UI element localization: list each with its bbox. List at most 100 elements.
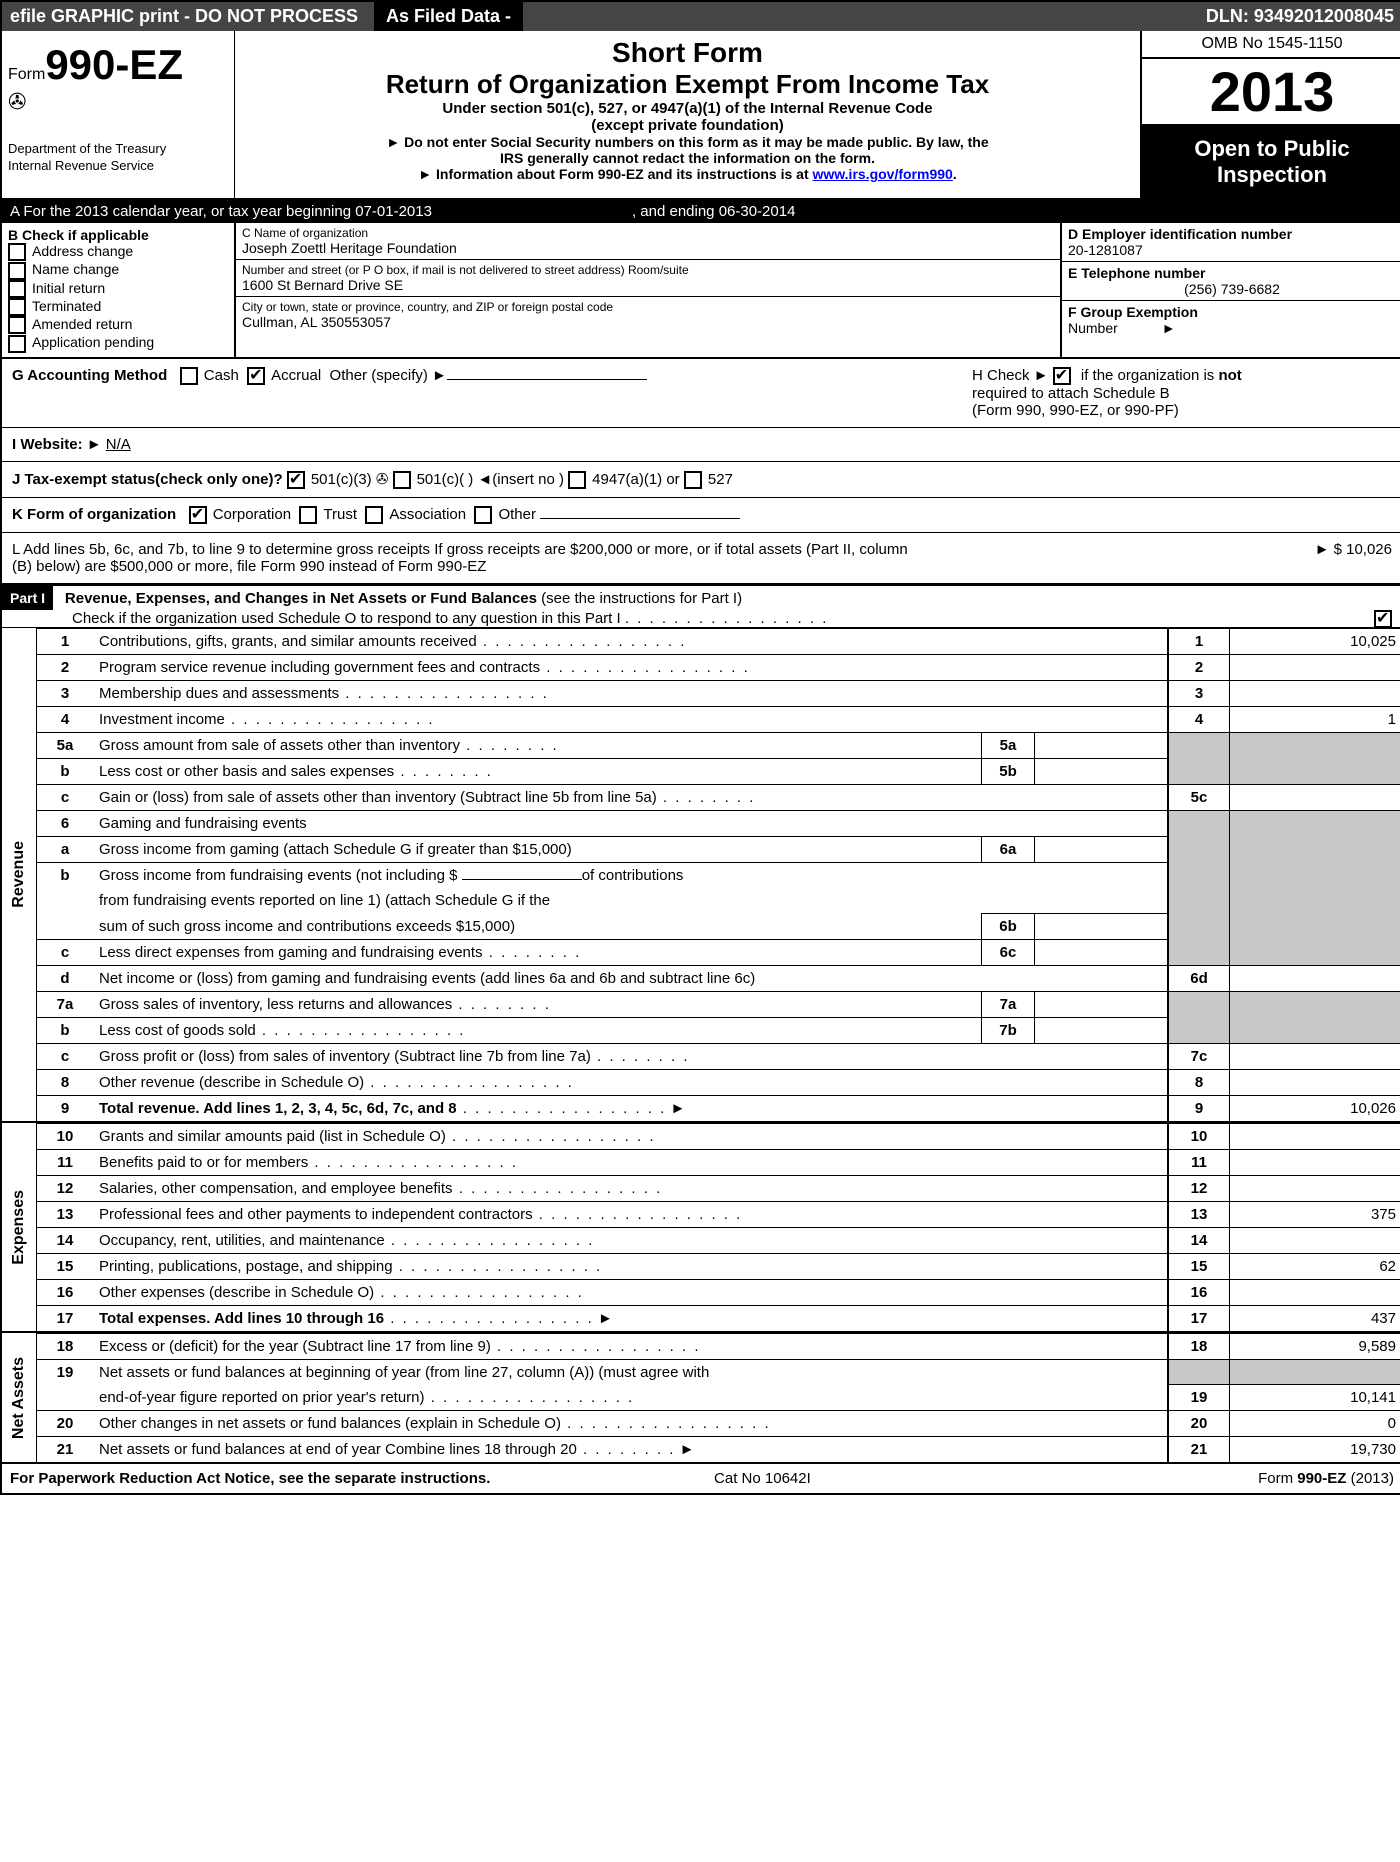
j-c: 4947(a)(1) or <box>592 471 680 488</box>
line-a: A For the 2013 calendar year, or tax yea… <box>2 200 1400 223</box>
j-label: J Tax-exempt status(check only one)? <box>12 471 283 488</box>
chk-amended[interactable] <box>8 316 26 334</box>
chk-assoc[interactable] <box>365 506 383 524</box>
c-city-label: City or town, state or province, country… <box>242 300 1054 314</box>
l6-text: Gaming and fundraising events <box>93 810 1168 836</box>
l18-val: 9,589 <box>1230 1333 1400 1359</box>
j-d: 527 <box>708 471 733 488</box>
l1-text: Contributions, gifts, grants, and simila… <box>99 633 477 650</box>
open1: Open to Public <box>1146 136 1398 162</box>
l2-val <box>1230 654 1400 680</box>
footer-right: Form 990-EZ (2013) <box>1258 1470 1394 1487</box>
f-label: F Group Exemption <box>1068 304 1198 320</box>
open2: Inspection <box>1146 162 1398 188</box>
l6b2: from fundraising events reported on line… <box>93 888 1168 914</box>
chk-501c[interactable] <box>393 471 411 489</box>
l17-val: 437 <box>1230 1305 1400 1331</box>
j-a: 501(c)(3) <box>311 471 372 488</box>
h1b: if the organization is <box>1081 367 1219 384</box>
ein: 20-1281087 <box>1068 242 1396 258</box>
l9-val: 10,026 <box>1230 1095 1400 1121</box>
l19a-text: Net assets or fund balances at beginning… <box>93 1359 1168 1385</box>
l3-val <box>1230 680 1400 706</box>
l13-val: 375 <box>1230 1201 1400 1227</box>
l7a-text: Gross sales of inventory, less returns a… <box>99 996 452 1013</box>
form-subtitle1: Under section 501(c), 527, or 4947(a)(1)… <box>243 100 1132 117</box>
chk-4947[interactable] <box>568 471 586 489</box>
efile-notice: efile GRAPHIC print - DO NOT PROCESS <box>2 2 366 31</box>
f-arrow: ► <box>1162 320 1176 336</box>
l8-text: Other revenue (describe in Schedule O) <box>99 1074 364 1091</box>
k-label: K Form of organization <box>12 506 176 523</box>
l6d-text: Net income or (loss) from gaming and fun… <box>93 965 1168 991</box>
chk-trust[interactable] <box>299 506 317 524</box>
l7b-text: Less cost of goods sold <box>99 1022 256 1039</box>
form-subtitle2: (except private foundation) <box>243 117 1132 134</box>
k-c: Association <box>389 506 466 523</box>
ssn-warning2: IRS generally cannot redact the informat… <box>243 150 1132 166</box>
b-name: Name change <box>32 261 119 277</box>
part1-sub: (see the instructions for Part I) <box>541 590 742 607</box>
l8-val <box>1230 1069 1400 1095</box>
k-a: Corporation <box>213 506 291 523</box>
chk-pending[interactable] <box>8 335 26 353</box>
l5c-text: Gain or (loss) from sale of assets other… <box>99 789 657 806</box>
chk-accrual[interactable] <box>247 367 265 385</box>
l11-val <box>1230 1149 1400 1175</box>
l20-text: Other changes in net assets or fund bala… <box>99 1415 561 1432</box>
irs: Internal Revenue Service <box>8 158 228 175</box>
chk-h[interactable] <box>1053 367 1071 385</box>
chk-address[interactable] <box>8 243 26 261</box>
chk-corp[interactable] <box>189 506 207 524</box>
chk-other[interactable] <box>474 506 492 524</box>
l5a-text: Gross amount from sale of assets other t… <box>99 737 460 754</box>
chk-sched-o[interactable] <box>1374 610 1392 628</box>
d-label: D Employer identification number <box>1068 226 1396 242</box>
irs-link[interactable]: www.irs.gov/form990 <box>813 166 953 182</box>
chk-501c3[interactable] <box>287 471 305 489</box>
short-form: Short Form <box>243 37 1132 69</box>
form-prefix: Form <box>8 66 45 83</box>
chk-name[interactable] <box>8 262 26 280</box>
h2: required to attach Schedule B <box>972 385 1170 402</box>
open-public: Open to Public Inspection <box>1142 126 1400 198</box>
l6b1b: of contributions <box>582 867 684 884</box>
l16-val <box>1230 1279 1400 1305</box>
chk-term[interactable] <box>8 298 26 316</box>
l4-val: 1 <box>1230 706 1400 732</box>
l2-text: Program service revenue including govern… <box>99 659 540 676</box>
b-pend: Application pending <box>32 334 154 350</box>
phone: (256) 739-6682 <box>1068 281 1396 297</box>
c-street-label: Number and street (or P O box, if mail i… <box>242 263 1054 277</box>
h3: (Form 990, 990-EZ, or 990-PF) <box>972 402 1179 419</box>
f-label2: Number <box>1068 320 1118 336</box>
l12-text: Salaries, other compensation, and employ… <box>99 1180 453 1197</box>
c-name-label: C Name of organization <box>242 226 1054 240</box>
l6b3: sum of such gross income and contributio… <box>93 913 982 939</box>
form-number: Form990-EZ <box>8 41 228 89</box>
l6d-val <box>1230 965 1400 991</box>
l16-text: Other expenses (describe in Schedule O) <box>99 1284 374 1301</box>
cat-no: Cat No 10642I <box>714 1470 811 1487</box>
section-c: C Name of organization Joseph Zoettl Her… <box>236 223 1060 357</box>
l-text2: (B) below) are $500,000 or more, file Fo… <box>12 558 486 575</box>
l12-val <box>1230 1175 1400 1201</box>
line-a-begin: A For the 2013 calendar year, or tax yea… <box>10 203 432 220</box>
l14-text: Occupancy, rent, utilities, and maintena… <box>99 1232 385 1249</box>
l-text: L Add lines 5b, 6c, and 7b, to line 9 to… <box>12 541 908 558</box>
as-filed: As Filed Data - <box>374 2 523 31</box>
l7c-val <box>1230 1043 1400 1069</box>
l9-text: Total revenue. Add lines 1, 2, 3, 4, 5c,… <box>99 1100 457 1117</box>
org-city: Cullman, AL 350553057 <box>242 314 1054 330</box>
l4-text: Investment income <box>99 711 225 728</box>
part1-title: Revenue, Expenses, and Changes in Net As… <box>65 590 537 607</box>
gross-receipts: ► $ 10,026 <box>1315 541 1392 575</box>
chk-initial[interactable] <box>8 280 26 298</box>
chk-cash[interactable] <box>180 367 198 385</box>
chk-527[interactable] <box>684 471 702 489</box>
e-label: E Telephone number <box>1068 265 1396 281</box>
side-revenue: Revenue <box>10 841 28 908</box>
form-no: 990-EZ <box>45 41 183 88</box>
l7c-text: Gross profit or (loss) from sales of inv… <box>99 1048 591 1065</box>
h1c: not <box>1218 367 1241 384</box>
